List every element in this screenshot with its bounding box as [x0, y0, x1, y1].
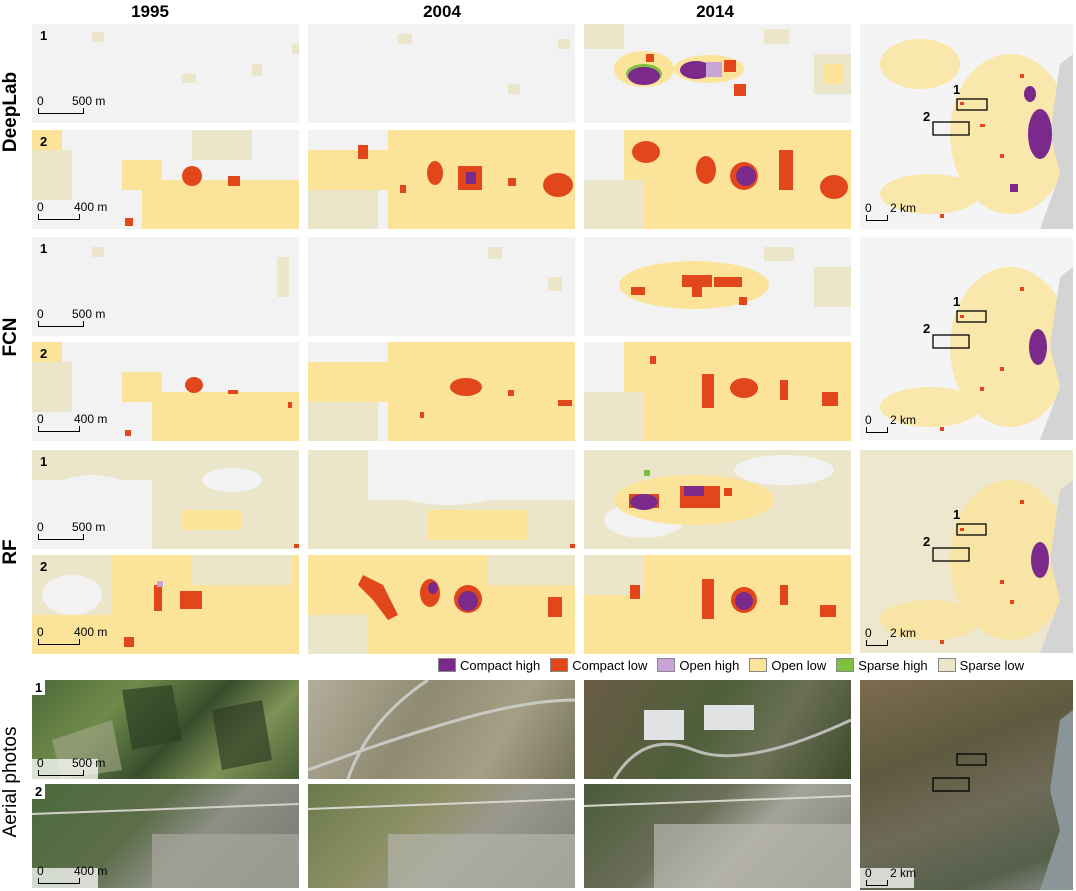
aerial-1995-area2: 2 0 400 m [32, 784, 299, 888]
deeplab-2014-area1 [584, 24, 851, 123]
row-header-rf: RF [0, 539, 21, 565]
deeplab-2004-area1 [308, 24, 575, 123]
scale-bar: 0 400 m [37, 625, 118, 645]
rf-2004-area1 [308, 450, 575, 549]
row-header-deeplab: DeepLab [0, 71, 21, 153]
legend-swatch-compact-high [438, 658, 456, 672]
scale-bar: 0 400 m [37, 200, 118, 220]
column-header-1995: 1995 [131, 2, 169, 21]
legend-swatch-sparse-low [937, 658, 956, 672]
panel-number: 1 [40, 28, 48, 43]
legend-label: Open low [771, 657, 827, 673]
svg-text:1: 1 [953, 507, 960, 522]
scale-bar: 0 500 m [37, 756, 118, 776]
fcn-2014-area1 [584, 237, 851, 336]
scale-bar: 0 400 m [37, 864, 118, 884]
legend: Compact high Compact low Open high Open … [438, 656, 1024, 674]
legend-swatch-open-low [749, 658, 768, 672]
aerial-1995-area1: 1 0 500 m [32, 680, 299, 779]
rf-2014-area1 [584, 450, 851, 549]
fcn-2004-area1 [308, 237, 575, 336]
scale-bar: 0 500 m [37, 94, 118, 114]
rf-2004-area2 [308, 555, 575, 654]
legend-swatch-sparse-high [836, 658, 855, 672]
aerial-2004-area1 [308, 680, 575, 779]
panel-number: 1 [32, 680, 46, 695]
overview-area2-label: 2 [923, 109, 930, 124]
panel-number: 2 [32, 784, 46, 799]
fcn-2014-area2 [584, 342, 851, 441]
column-header-2004: 2004 [423, 2, 461, 21]
aerial-2014-area2 [584, 784, 851, 888]
panel-number: 1 [40, 454, 48, 469]
deeplab-2004-area2 [308, 130, 575, 229]
rf-2014-area2 [584, 555, 851, 654]
deeplab-1995-area2: 2 0 400 m [32, 130, 299, 229]
panel-number: 2 [40, 134, 48, 149]
legend-label: Compact high [460, 657, 541, 673]
rf-1995-area2: 2 0 400 m [32, 555, 299, 654]
scale-bar: 0 400 m [37, 412, 118, 432]
deeplab-1995-area1: 1 0 500 m [32, 24, 299, 123]
scale-bar: 0 500 m [37, 307, 118, 327]
column-header-2014: 2014 [696, 2, 734, 21]
legend-label: Open high [679, 657, 740, 673]
aerial-2004-area2 [308, 784, 575, 888]
legend-swatch-open-high [657, 658, 676, 672]
panel-number: 2 [40, 559, 48, 574]
fcn-1995-area1: 1 0 500 m [32, 237, 299, 336]
overview-area1-label: 1 [953, 82, 960, 97]
legend-label: Compact low [572, 657, 648, 673]
row-header-fcn: FCN [0, 317, 21, 357]
legend-swatch-compact-low [550, 658, 569, 672]
svg-text:1: 1 [953, 294, 960, 309]
panel-number: 2 [40, 346, 48, 361]
legend-label: Sparse low [959, 657, 1024, 673]
legend-label: Sparse high [858, 657, 928, 673]
svg-text:2: 2 [923, 321, 930, 336]
aerial-2014-area1 [584, 680, 851, 779]
panel-number: 1 [40, 241, 48, 256]
row-header-aerial-photos: Aerial photos [0, 726, 21, 838]
deeplab-2014-area2 [584, 130, 851, 229]
scale-bar: 0 500 m [37, 520, 118, 540]
svg-text:2: 2 [923, 534, 930, 549]
fcn-2004-area2 [308, 342, 575, 441]
rf-1995-area1: 1 0 500 m [32, 450, 299, 549]
fcn-1995-area2: 2 0 400 m [32, 342, 299, 441]
